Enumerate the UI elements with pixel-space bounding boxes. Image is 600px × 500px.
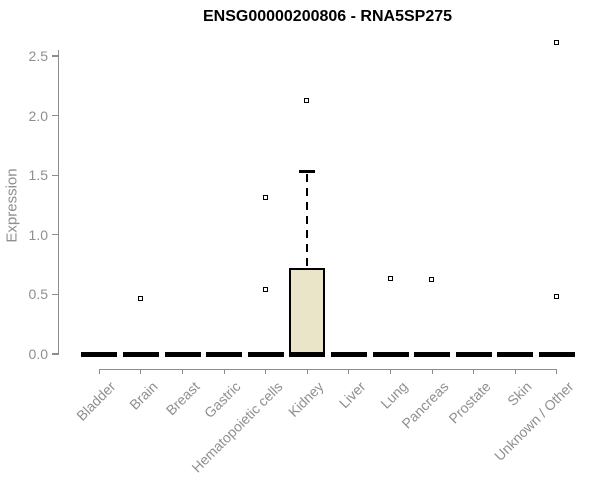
x-tick-unknown-other xyxy=(556,368,558,374)
y-tick-0.0 xyxy=(51,353,58,355)
median-bar-hematopoietic-cells xyxy=(247,352,284,357)
outlier-point-lung xyxy=(387,275,393,281)
box-kidney xyxy=(289,268,326,357)
y-tick-label-0.5: 0.5 xyxy=(28,286,48,303)
median-bar-kidney xyxy=(289,352,326,357)
chart-title: ENSG00000200806 - RNA5SP275 xyxy=(202,8,453,25)
median-bar-breast xyxy=(164,352,201,357)
outlier-point-hematopoietic-cells xyxy=(262,194,268,200)
outlier-point-pancreas xyxy=(429,277,435,283)
y-tick-1.0 xyxy=(51,234,58,236)
outlier-point-unknown-other xyxy=(553,39,559,45)
x-tick-liver xyxy=(348,368,350,374)
x-tick-brain xyxy=(140,368,142,374)
x-tick-breast xyxy=(181,368,184,374)
y-tick-label-1.5: 1.5 xyxy=(28,167,48,184)
median-bar-prostate xyxy=(455,352,492,357)
y-axis-line xyxy=(58,50,60,355)
median-bar-lung xyxy=(372,352,409,357)
median-bar-unknown-other xyxy=(538,352,575,357)
y-tick-label-1.0: 1.0 xyxy=(28,226,48,243)
x-tick-skin xyxy=(514,368,516,374)
x-tick-lung xyxy=(389,368,392,374)
x-tick-bladder xyxy=(98,368,100,374)
x-tick-hematopoietic-cells xyxy=(265,368,267,374)
median-bar-liver xyxy=(330,352,367,357)
y-tick-label-0.0: 0.0 xyxy=(28,346,48,362)
y-tick-label-2.0: 2.0 xyxy=(28,107,48,124)
y-tick-1.5 xyxy=(51,174,58,176)
x-tick-pancreas xyxy=(431,368,433,374)
y-tick-2.5 xyxy=(51,55,58,57)
outlier-point-brain xyxy=(137,296,143,302)
whisker-kidney xyxy=(306,173,309,269)
whisker-cap-kidney xyxy=(299,170,316,173)
median-bar-gastric xyxy=(206,352,243,357)
y-tick-0.5 xyxy=(51,293,58,295)
median-bar-brain xyxy=(122,352,159,357)
x-axis-line xyxy=(99,368,557,370)
outlier-point-kidney xyxy=(304,98,310,104)
median-bar-bladder xyxy=(81,352,118,357)
median-bar-pancreas xyxy=(414,352,451,357)
x-tick-gastric xyxy=(223,368,225,374)
outlier-point-hematopoietic-cells xyxy=(262,286,268,292)
outlier-point-unknown-other xyxy=(553,293,559,299)
median-bar-skin xyxy=(497,352,534,357)
y-tick-label-2.5: 2.5 xyxy=(28,48,48,64)
x-tick-prostate xyxy=(473,368,475,374)
y-tick-2.0 xyxy=(51,115,58,117)
x-tick-kidney xyxy=(306,368,308,374)
